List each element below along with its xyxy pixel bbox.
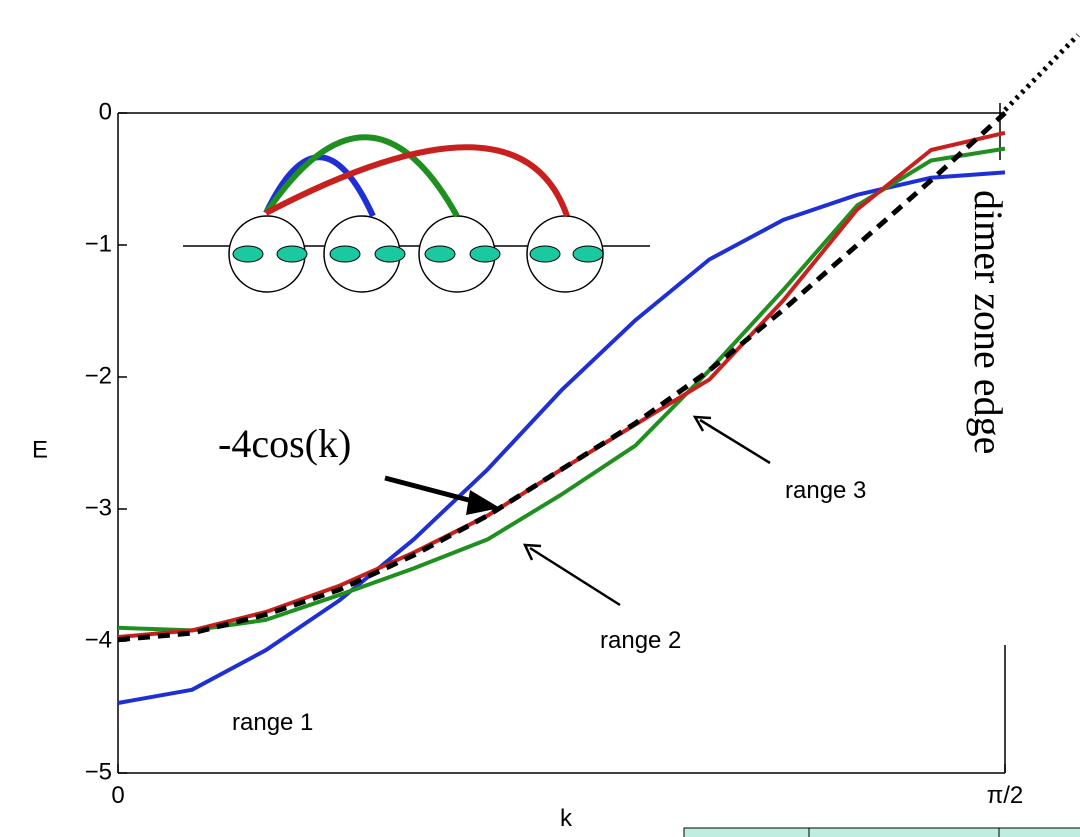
x-tick-label: 0 <box>111 782 124 809</box>
series-label: range 3 <box>785 477 866 504</box>
series-label: range 1 <box>232 709 313 736</box>
y-tick-label: 0 <box>99 98 112 125</box>
annotation-arrows <box>384 415 771 607</box>
y-tick-label: −4 <box>85 626 112 653</box>
y-tick-label: −2 <box>85 362 112 389</box>
zone-edge-label: dimer zone edge <box>966 190 1011 454</box>
series-line <box>117 146 1006 633</box>
y-axis-label: E <box>32 436 48 463</box>
x-axis-label: k <box>560 805 573 832</box>
y-tick-label: −1 <box>85 230 112 257</box>
axes-frame <box>117 103 1006 774</box>
dotted-extension <box>1003 33 1080 112</box>
series-label: range 2 <box>600 627 681 654</box>
table-fragment <box>683 827 1080 837</box>
series-line <box>117 170 1006 705</box>
inset-diagram <box>183 134 650 293</box>
y-tick-label: −5 <box>85 758 112 785</box>
series-line <box>117 111 1007 643</box>
plot-area <box>117 111 1007 705</box>
y-tick-label: −3 <box>85 494 112 521</box>
series-label: -4cos(k) <box>218 421 351 466</box>
x-tick-label: π/2 <box>987 782 1024 809</box>
